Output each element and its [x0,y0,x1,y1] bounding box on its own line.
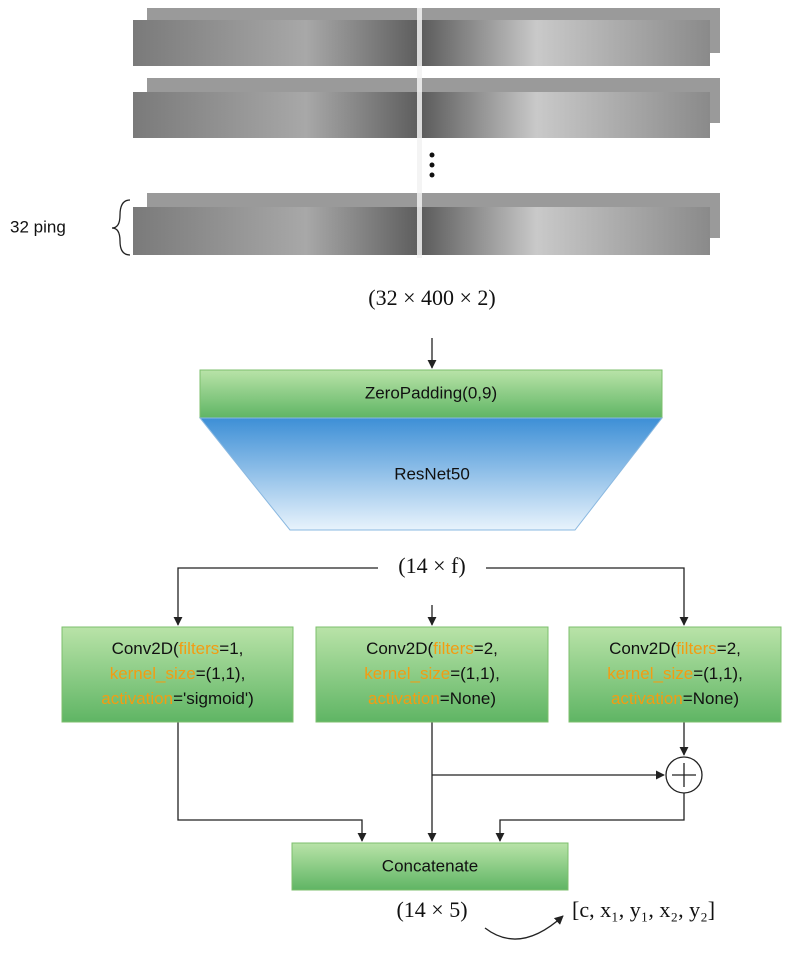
conv-rest: =2, [474,639,498,658]
conv-prefix: Conv2D( [366,639,433,658]
conv-line: kernel_size=(1,1), [110,664,246,683]
conv-line: Conv2D(filters=1, [112,639,244,658]
conv-keyword: kernel_size [110,664,196,683]
resnet-label: ResNet50 [394,464,470,483]
conv-line: Conv2D(filters=2, [609,639,741,658]
conv-rest: =(1,1), [450,664,500,683]
conv-keyword: kernel_size [607,664,693,683]
output-vector: [c, x₁, y₁, x₂, y₂] [572,897,715,922]
conv-keyword: filters [676,639,717,658]
conv-keyword: filters [433,639,474,658]
diagram: 32 ping (32 × 400 × 2) ZeroPadding(0,9) … [0,0,787,959]
conv-rest: =(1,1), [196,664,246,683]
conv-rest: =None) [683,689,739,708]
conv-line: Conv2D(filters=2, [366,639,498,658]
feature-shape: (14 × f) [398,553,465,578]
sonar-images [112,8,720,258]
conv-line: activation='sigmoid') [101,689,254,708]
concat-label: Concatenate [382,856,478,875]
conv-keyword: filters [179,639,220,658]
page: 32 ping (32 × 400 × 2) ZeroPadding(0,9) … [0,0,787,959]
conv-line: activation=None) [611,689,739,708]
conv-rest: =None) [440,689,496,708]
conv-prefix: Conv2D( [609,639,676,658]
conv-line: activation=None) [368,689,496,708]
output-shape: (14 × 5) [396,897,467,922]
conv-rest: ='sigmoid') [173,689,254,708]
conv-keyword: kernel_size [364,664,450,683]
ping-label: 32 ping [10,217,66,236]
conv-line: kernel_size=(1,1), [364,664,500,683]
conv-rest: =2, [717,639,741,658]
conv-keyword: activation [611,689,683,708]
conv-prefix: Conv2D( [112,639,179,658]
conv-keyword: activation [101,689,173,708]
conv-boxes: Conv2D(filters=1,kernel_size=(1,1),activ… [62,627,781,722]
conv-rest: =(1,1), [693,664,743,683]
conv-rest: =1, [219,639,243,658]
zeropad-label: ZeroPadding(0,9) [365,383,497,402]
input-shape: (32 × 400 × 2) [368,285,495,310]
conv-line: kernel_size=(1,1), [607,664,743,683]
conv-keyword: activation [368,689,440,708]
